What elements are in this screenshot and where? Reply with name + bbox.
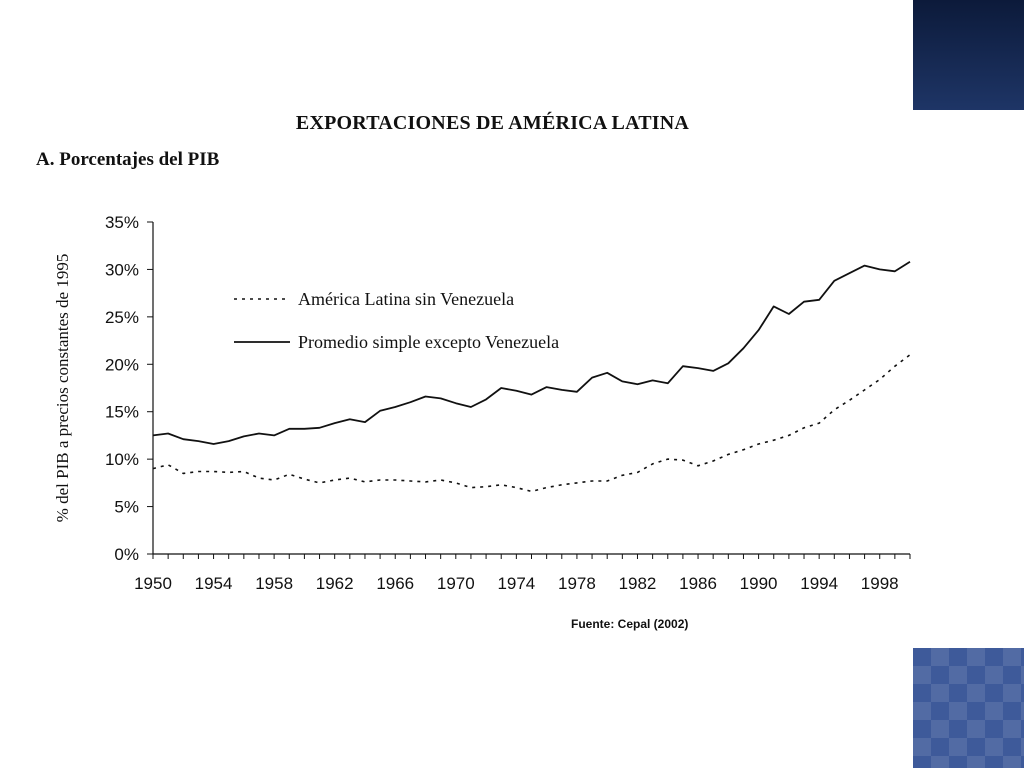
y-tick-label: 25%	[105, 308, 139, 327]
x-tick-label: 1998	[861, 574, 899, 593]
x-tick-label: 1974	[497, 574, 535, 593]
x-tick-label: 1982	[619, 574, 657, 593]
x-tick-label: 1958	[255, 574, 293, 593]
y-tick-label: 30%	[105, 260, 139, 279]
chart-legend: América Latina sin Venezuela Promedio sim…	[234, 289, 559, 352]
series-line-promedio-simple	[152, 261, 911, 445]
chart-subtitle: A. Porcentajes del PIB	[36, 149, 220, 170]
chart-title: EXPORTACIONES DE AMÉRICA LATINA	[295, 112, 690, 134]
chart-axes	[152, 222, 910, 555]
x-tick-label: 1966	[376, 574, 414, 593]
x-tick-label: 1954	[195, 574, 233, 593]
chart-series	[152, 261, 911, 493]
y-tick-label: 15%	[105, 403, 139, 422]
legend-label: América Latina sin Venezuela	[298, 289, 514, 309]
y-tick-label: 5%	[114, 498, 139, 517]
y-tick-label: 35%	[105, 213, 139, 232]
legend-label: Promedio simple excepto Venezuela	[298, 332, 559, 352]
x-tick-label: 1990	[740, 574, 778, 593]
y-tick-label: 10%	[105, 450, 139, 469]
y-tick-label: 0%	[114, 545, 139, 564]
x-tick-label: 1962	[316, 574, 354, 593]
source-note: Fuente: Cepal (2002)	[571, 617, 689, 631]
x-tick-label: 1994	[800, 574, 838, 593]
x-tick-label: 1970	[437, 574, 475, 593]
axis-ticks: 0% 5% 10% 15% 20% 25% 30% 35% 1950 1954 1958 1962 19…	[105, 213, 911, 593]
y-tick-label: 20%	[105, 355, 139, 374]
x-tick-label: 1978	[558, 574, 596, 593]
slide-decoration-top	[913, 0, 1024, 110]
x-tick-label: 1986	[679, 574, 717, 593]
x-tick-label: 1950	[134, 574, 172, 593]
slide-decoration-bottom	[913, 648, 1024, 768]
slide-frame-edge	[1006, 110, 1024, 648]
y-axis-label: % del PIB a precios constantes de 1995	[53, 254, 72, 523]
series-line-america-latina	[152, 354, 911, 493]
